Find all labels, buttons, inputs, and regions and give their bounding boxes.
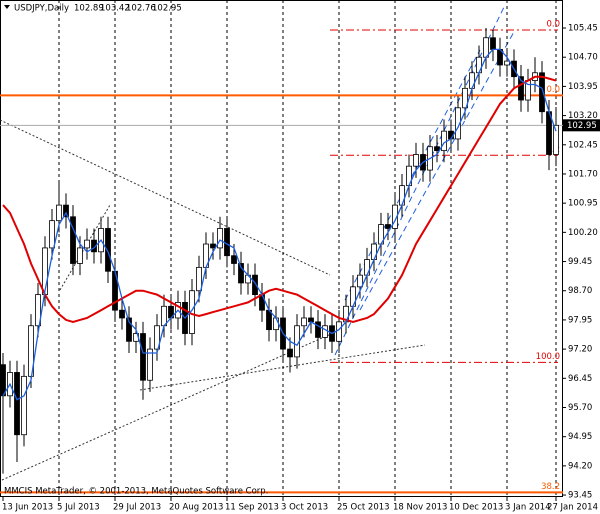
candle-body xyxy=(518,76,524,101)
candle-body xyxy=(252,274,258,296)
candle-body xyxy=(49,220,55,249)
y-tick-label: 94.95 xyxy=(568,432,592,442)
trendline xyxy=(1,329,341,481)
candle-body xyxy=(238,263,244,284)
y-tick-label: 100.95 xyxy=(568,199,598,209)
candle-body xyxy=(322,325,328,338)
level-label: 38.2 xyxy=(541,482,560,492)
candle-body xyxy=(504,60,510,66)
candle-body xyxy=(77,247,83,264)
candle-body xyxy=(434,146,440,152)
y-tick-label: 93.45 xyxy=(568,491,592,501)
candle-body xyxy=(105,228,111,272)
chart-layer: 0.00.08.2100.038.2 xyxy=(0,0,563,497)
y-tick-label: 95.70 xyxy=(568,403,592,413)
candle-body xyxy=(315,321,321,338)
price-tag: 102.95 xyxy=(567,121,597,131)
x-tick-label: 29 Jul 2013 xyxy=(113,503,161,513)
x-tick-label: 18 Nov 2013 xyxy=(393,503,447,513)
candle-body xyxy=(336,321,342,342)
candle-body xyxy=(441,130,447,152)
candle-body xyxy=(462,87,468,109)
candle-body xyxy=(84,239,90,249)
x-tick-label: 13 Jun 2013 xyxy=(2,503,53,513)
candle-body xyxy=(210,243,216,249)
header-ohlc: 103.42 xyxy=(100,4,130,14)
candle-body xyxy=(56,204,62,222)
candle-body xyxy=(357,274,363,288)
y-tick-label: 97.20 xyxy=(568,345,592,355)
candle-body xyxy=(539,72,545,113)
y-tick-label: 102.45 xyxy=(568,140,598,150)
candle-body xyxy=(154,325,160,350)
candle-body xyxy=(161,305,167,327)
x-tick-label: 11 Sep 2013 xyxy=(225,503,279,513)
header-ohlc: 102.95 xyxy=(152,4,182,14)
x-tick-label: 3 Jan 2014 xyxy=(505,503,551,513)
y-tick-label: 100.20 xyxy=(568,228,598,238)
header-ohlc: 102.89 xyxy=(74,4,104,14)
price-tag-bg xyxy=(563,119,600,132)
level-label: 0.0 xyxy=(546,19,560,29)
candle-body xyxy=(413,154,419,167)
moving-average xyxy=(2,48,557,401)
y-tick-label: 94.20 xyxy=(568,461,592,471)
candle-body xyxy=(70,216,76,264)
candle-body xyxy=(287,348,293,358)
candle-body xyxy=(273,317,279,331)
candle-body xyxy=(147,348,153,381)
x-tick-label: 5 Jul 2013 xyxy=(57,503,100,513)
symbol-title: USDJPY,Daily xyxy=(14,4,69,14)
header-arrow xyxy=(4,5,10,9)
candle-body xyxy=(63,204,69,218)
candle-body xyxy=(196,266,202,292)
candle-body xyxy=(385,224,391,229)
trendline xyxy=(0,119,331,276)
candle-body xyxy=(35,294,41,327)
x-tick-label: 3 Oct 2013 xyxy=(281,503,328,513)
candle-body xyxy=(553,124,559,155)
y-tick-label: 105.45 xyxy=(568,24,598,34)
channel-line xyxy=(359,29,516,311)
moving-average xyxy=(2,75,557,323)
candle-body xyxy=(21,375,27,436)
candle-body xyxy=(490,37,496,50)
candle-body xyxy=(140,333,146,381)
y-tick-label: 103.20 xyxy=(568,111,598,121)
candle-body xyxy=(126,317,132,342)
y-tick-label: 97.95 xyxy=(568,315,592,325)
candle-body xyxy=(399,185,405,206)
y-tick-label: 101.70 xyxy=(568,169,598,179)
candle-body xyxy=(217,228,223,249)
candle-body xyxy=(0,364,6,397)
candle-body xyxy=(14,372,20,436)
y-tick-label: 103.95 xyxy=(568,82,598,92)
level-label: 100.0 xyxy=(536,352,560,362)
candle-body xyxy=(224,228,230,257)
y-tick-label: 98.70 xyxy=(568,286,592,296)
level-label: 0.0 xyxy=(546,85,560,95)
candle-body xyxy=(392,204,398,229)
candle-body xyxy=(301,317,307,327)
candle-body xyxy=(119,309,125,319)
channel-line xyxy=(344,49,481,301)
candle-body xyxy=(469,72,475,89)
x-tick-label: 27 Jan 2014 xyxy=(547,503,598,513)
candle-body xyxy=(231,255,237,264)
footer-copyright: MMCIS MetaTrader, © 2001-2013, MetaQuote… xyxy=(4,487,268,497)
candle-body xyxy=(455,107,461,140)
header-ohlc: 102.76 xyxy=(126,4,156,14)
x-tick-label: 20 Aug 2013 xyxy=(169,503,223,513)
x-tick-label: 25 Oct 2013 xyxy=(337,503,390,513)
y-tick-label: 104.70 xyxy=(568,53,598,63)
y-tick-label: 99.45 xyxy=(568,257,592,267)
y-tick-label: 96.45 xyxy=(568,374,592,384)
x-tick-label: 10 Dec 2013 xyxy=(449,503,503,513)
